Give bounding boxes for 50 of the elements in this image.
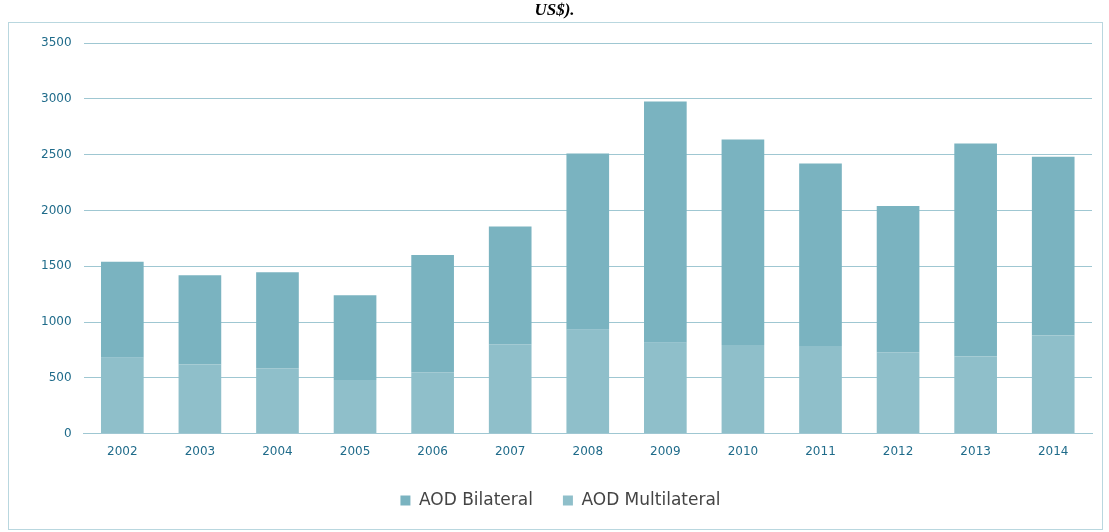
bar [488, 226, 532, 345]
bar [1031, 156, 1075, 336]
y-tick-label: 2000 [40, 202, 72, 217]
bar [721, 139, 765, 345]
bar [799, 345, 842, 434]
x-tick-label: 2013 [960, 443, 991, 458]
bar [954, 356, 997, 434]
y-tick-label: 1500 [40, 258, 72, 273]
bar [333, 295, 377, 381]
bar [566, 153, 610, 330]
x-tick-label: 2005 [339, 443, 371, 458]
x-tick-label: 2011 [805, 443, 836, 458]
bar [644, 101, 687, 343]
x-tick-label: 2009 [650, 443, 681, 458]
bar [954, 143, 997, 357]
bar [1031, 335, 1075, 434]
y-tick-label: 1000 [40, 314, 72, 329]
y-tick-label: 3500 [40, 35, 72, 50]
y-tick-label: 3000 [40, 90, 72, 105]
x-tick-label: 2014 [1037, 443, 1069, 458]
x-tick-label: 2002 [107, 443, 138, 458]
y-tick-label: 0 [63, 425, 72, 440]
x-tick-label: 2007 [494, 443, 526, 458]
x-tick-label: 2006 [417, 443, 448, 458]
x-tick-label: 2012 [882, 443, 914, 458]
bar [256, 272, 299, 369]
bar [178, 364, 222, 434]
bar [411, 372, 454, 434]
x-tick-label: 2003 [184, 443, 216, 458]
bar [333, 380, 377, 434]
bar [644, 342, 687, 434]
bar [411, 255, 454, 373]
x-tick-label: 2004 [262, 443, 293, 458]
bar [721, 344, 765, 434]
bar [100, 261, 144, 358]
bar [876, 205, 920, 353]
bar [100, 357, 144, 434]
legend-label: AOD Bilateral [418, 488, 533, 509]
bar [178, 275, 222, 365]
bar [256, 368, 299, 434]
x-tick-label: 2008 [572, 443, 604, 458]
y-tick-label: 2500 [40, 146, 72, 161]
bar [876, 352, 920, 434]
bar [566, 329, 610, 434]
legend-label: AOD Multilateral [581, 488, 721, 509]
chart-title: US$). [533, 0, 576, 20]
bar [799, 163, 842, 346]
y-tick-label: 500 [48, 369, 72, 384]
x-tick-label: 2010 [727, 443, 759, 458]
bar [488, 344, 532, 434]
